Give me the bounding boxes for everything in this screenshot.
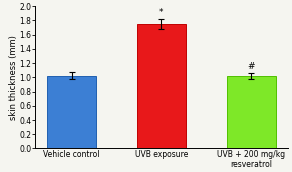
Y-axis label: skin thickness (mm): skin thickness (mm) bbox=[9, 35, 18, 120]
Text: #: # bbox=[248, 62, 255, 71]
Bar bbox=[227, 76, 276, 148]
Bar bbox=[47, 76, 96, 148]
Text: *: * bbox=[159, 8, 164, 17]
Bar bbox=[137, 24, 186, 148]
